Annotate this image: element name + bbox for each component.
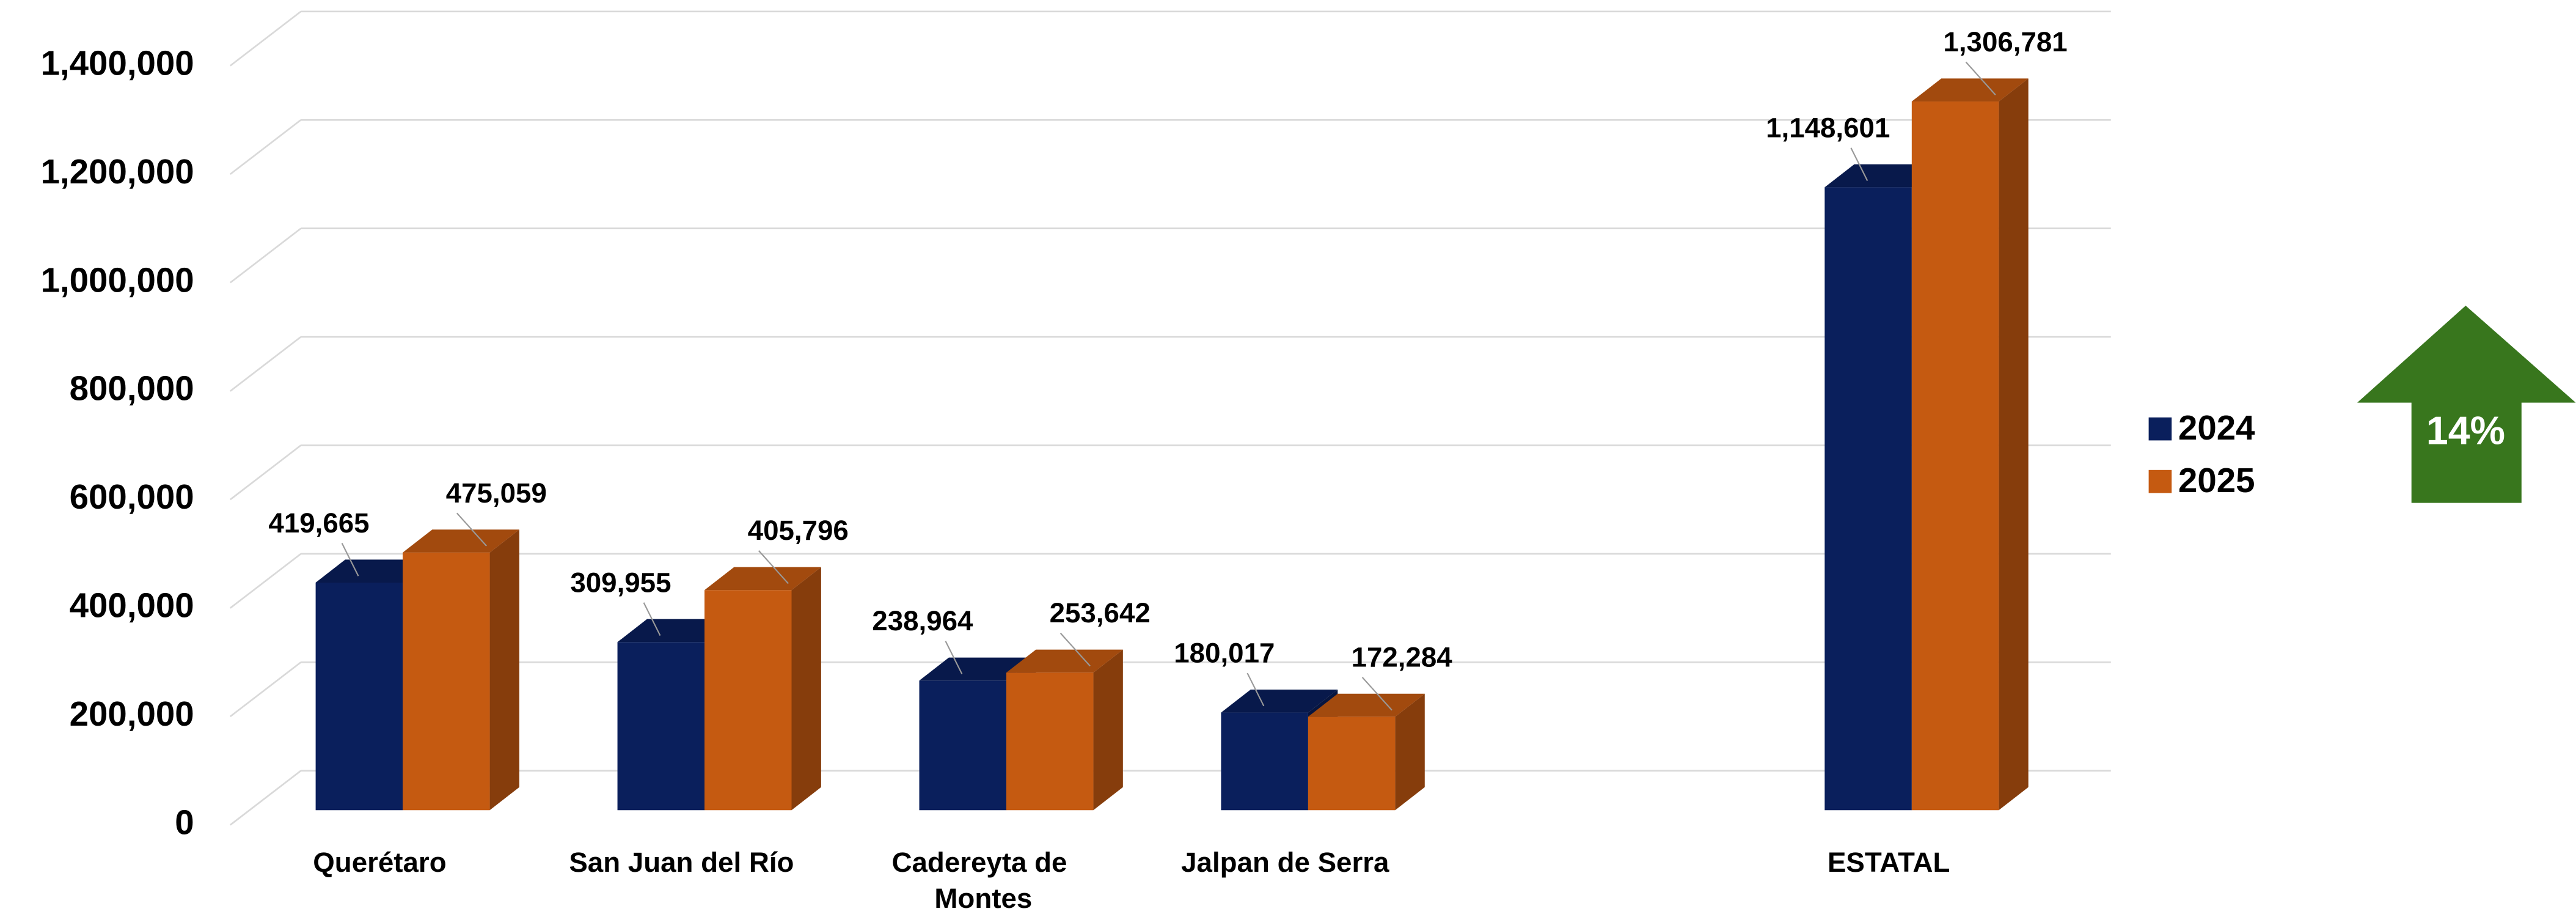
value-label: 1,148,601	[1766, 112, 1890, 143]
y-tick-label: 600,000	[70, 477, 194, 516]
leader-line	[1361, 677, 1392, 711]
grid-diagonal	[229, 336, 302, 392]
legend-swatch	[2148, 417, 2172, 441]
bar-side	[1999, 78, 2029, 811]
bar-side	[1395, 693, 1425, 811]
y-tick-label: 1,400,000	[41, 43, 194, 82]
value-label: 253,642	[1050, 597, 1151, 628]
grid-diagonal	[229, 119, 302, 175]
grid-diagonal	[229, 10, 302, 67]
value-label: 1,306,781	[1943, 26, 2067, 57]
x-tick-label: Cadereyta de Montes	[892, 847, 1075, 914]
y-tick-label: 1,000,000	[41, 260, 194, 299]
x-tick-label: Jalpan de Serra	[1181, 847, 1389, 878]
bar	[1006, 672, 1094, 811]
leader-line	[945, 641, 963, 675]
bar	[1911, 101, 1999, 811]
value-label: 238,964	[872, 605, 973, 636]
value-label: 309,955	[570, 567, 671, 598]
bar	[1824, 187, 1912, 811]
leader-line	[758, 550, 789, 584]
bar-top	[1221, 689, 1338, 713]
value-label: 419,665	[268, 507, 369, 539]
bar	[1221, 712, 1308, 811]
bar	[617, 642, 705, 811]
y-tick-label: 200,000	[70, 694, 194, 733]
bar-top	[1308, 693, 1425, 717]
bar-top	[1006, 649, 1123, 673]
leader-line	[456, 512, 487, 547]
legend-label: 2024	[2178, 408, 2255, 447]
legend-label: 2025	[2178, 461, 2255, 499]
bar	[403, 552, 490, 811]
leader-line	[1850, 147, 1868, 182]
up-arrow	[2357, 306, 2576, 503]
x-tick-label: Querétaro	[313, 847, 446, 878]
y-tick-label: 1,200,000	[41, 152, 194, 191]
bar	[315, 582, 403, 811]
bar	[1308, 716, 1396, 811]
leader-line	[1246, 672, 1265, 707]
leader-line	[341, 542, 359, 576]
value-label: 475,059	[446, 477, 547, 509]
leader-line	[1965, 61, 1996, 95]
grid-diagonal	[229, 227, 302, 284]
bar-top	[1911, 78, 2029, 102]
grid-diagonal	[229, 553, 302, 609]
annotation: 14%	[2426, 409, 2505, 453]
y-tick-label: 400,000	[70, 586, 194, 625]
leader-line	[1059, 633, 1091, 667]
value-label: 180,017	[1174, 638, 1275, 669]
y-tick-label: 0	[175, 803, 194, 841]
bar	[919, 680, 1006, 811]
bar-top	[704, 567, 821, 591]
bar-side	[489, 529, 519, 811]
grid-diagonal	[229, 770, 302, 826]
legend-swatch	[2148, 470, 2172, 493]
bar-side	[791, 567, 821, 811]
bar-side	[1093, 649, 1123, 811]
bar-top	[403, 529, 519, 553]
leader-line	[643, 602, 661, 636]
x-tick-label: ESTATAL	[1828, 847, 1950, 878]
bar	[704, 590, 792, 811]
grid-diagonal	[229, 661, 302, 718]
y-tick-label: 800,000	[70, 369, 194, 408]
value-label: 405,796	[748, 515, 849, 546]
value-label: 172,284	[1352, 641, 1453, 672]
grid-diagonal	[229, 444, 302, 501]
x-tick-label: San Juan del Río	[569, 847, 794, 878]
